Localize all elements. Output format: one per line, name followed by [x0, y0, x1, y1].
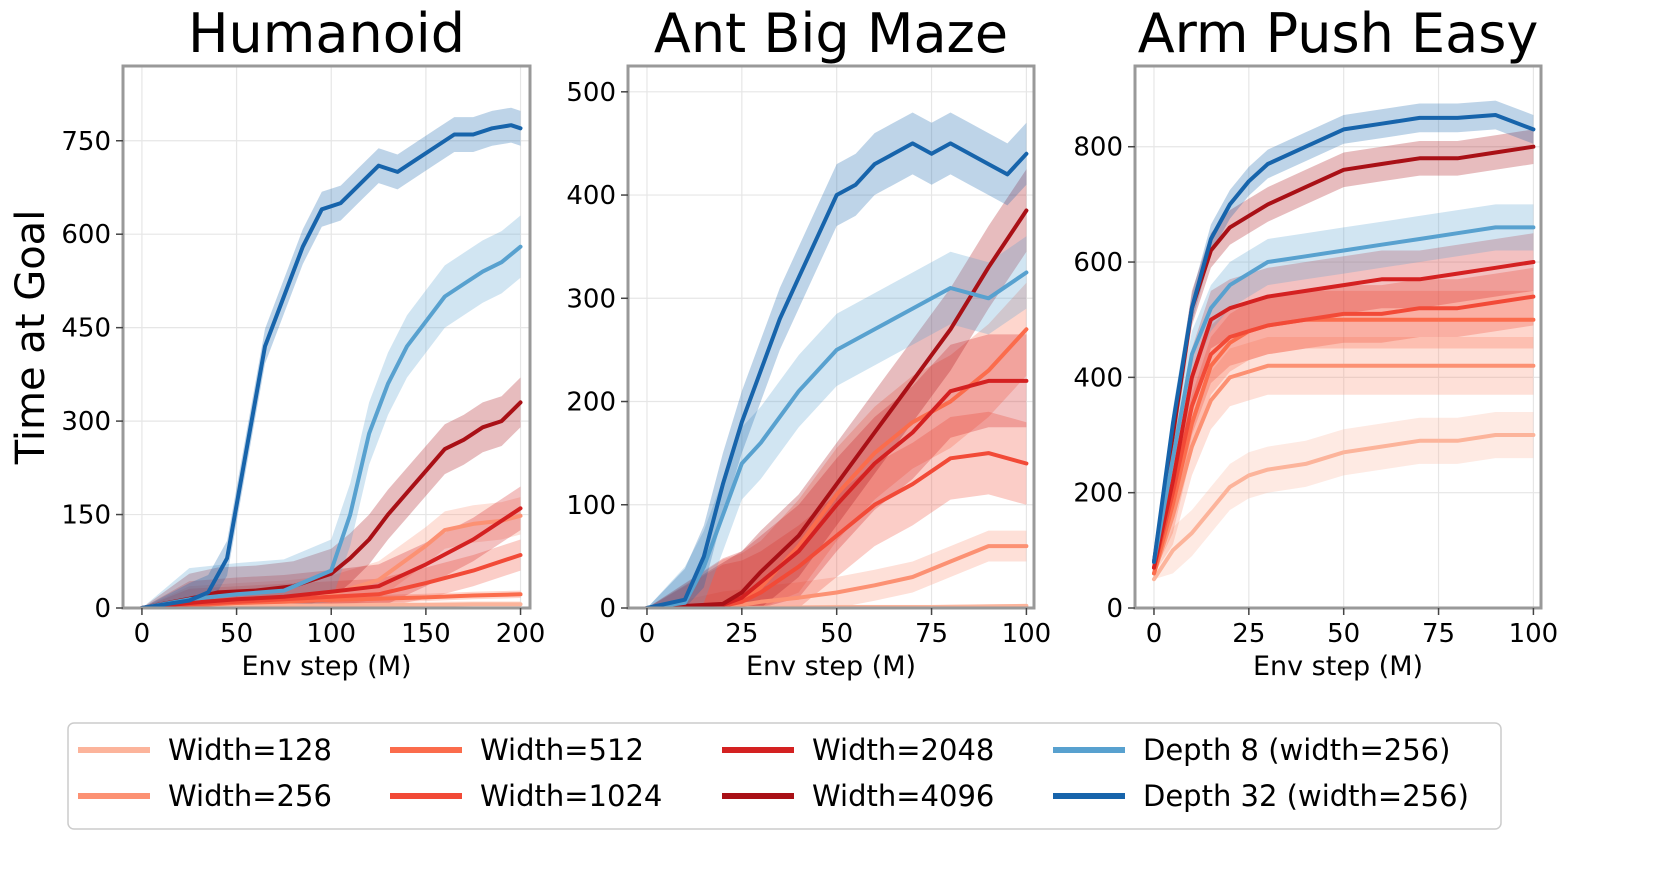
panel-humanoid: 0 50 100 150 200 0 150 300 450 600 750 Humanoid Env … [8, 2, 545, 682]
x-tick-label: 200 [496, 619, 546, 649]
chart-title: Humanoid [188, 2, 465, 65]
series-line-depth-32-width-256 [645, 141, 1029, 608]
y-tick-label: 500 [566, 78, 616, 108]
y-tick-label: 300 [61, 407, 111, 437]
x-tick-label: 75 [915, 619, 948, 649]
x-tick-label: 25 [1232, 619, 1265, 649]
series-line-width-2048 [1152, 260, 1536, 570]
band-width-2048 [647, 334, 1027, 608]
series-line-width-1024 [645, 451, 1029, 608]
x-tick-label: 100 [306, 619, 356, 649]
series-line-width-128 [1152, 433, 1536, 582]
chart-title: Ant Big Maze [654, 2, 1008, 65]
series-line-width-4096 [139, 400, 523, 608]
band-width-1024 [647, 411, 1027, 608]
y-tick-label: 0 [599, 594, 616, 624]
legend-label-depth-32-width-256: Depth 32 (width=256) [1143, 779, 1469, 813]
band-width-128 [1154, 412, 1534, 580]
series-line-width-2048 [645, 378, 1029, 608]
band-width-4096 [141, 377, 521, 608]
plot-frame [626, 64, 1036, 610]
y-tick-label: 750 [61, 127, 111, 157]
x-tick-label: 100 [1509, 619, 1559, 649]
y-tick-label: 100 [566, 491, 616, 521]
legend-label-width-512: Width=512 [480, 733, 644, 767]
band-width-256 [1154, 337, 1534, 574]
band-width-4096 [647, 169, 1027, 608]
series-line-depth-8-width-256 [1152, 225, 1536, 564]
chart-title: Arm Push Easy [1138, 2, 1539, 65]
x-axis-label: Env step (M) [746, 651, 916, 682]
y-tick-label: 300 [566, 284, 616, 314]
legend-label-width-128: Width=128 [168, 733, 332, 767]
series-line-width-256 [645, 544, 1029, 608]
series-line-width-1024 [1152, 294, 1536, 570]
y-tick-label: 200 [566, 388, 616, 418]
x-tick-label: 50 [220, 619, 253, 649]
legend-label-width-2048: Width=2048 [812, 733, 994, 767]
band-depth-8-width-256 [141, 215, 521, 608]
series-line-width-256 [1152, 363, 1536, 576]
x-axis-label: Env step (M) [1253, 651, 1423, 682]
y-tick-label: 800 [1073, 133, 1123, 163]
y-tick-label: 0 [94, 594, 111, 624]
plot-frame [1133, 64, 1543, 610]
legend-label-depth-8-width-256: Depth 8 (width=256) [1143, 733, 1450, 767]
series-line-width-2048 [139, 506, 523, 608]
plot-frame [121, 64, 532, 610]
x-tick-label: 100 [1002, 619, 1052, 649]
y-tick-label: 400 [1073, 363, 1123, 393]
x-tick-label: 150 [401, 619, 451, 649]
legend-label-width-4096: Width=4096 [812, 779, 994, 813]
legend-label-width-256: Width=256 [168, 779, 332, 813]
x-axis-label: Env step (M) [241, 651, 411, 682]
series-line-depth-32-width-256 [139, 123, 523, 608]
y-axis-label: Time at Goal [8, 210, 54, 466]
panel-ant-big-maze: 0 25 50 75 100 0 100 200 300 400 500 Ant Big Maze En… [566, 2, 1051, 682]
band-width-2048 [141, 486, 521, 608]
band-width-1024 [1154, 267, 1534, 568]
series-line-depth-32-width-256 [1152, 113, 1536, 564]
y-tick-label: 150 [61, 501, 111, 531]
x-tick-label: 0 [1146, 619, 1163, 649]
band-depth-8-width-256 [647, 236, 1027, 608]
band-width-2048 [1154, 233, 1534, 568]
y-tick-label: 600 [61, 220, 111, 250]
series-line-depth-8-width-256 [645, 270, 1029, 608]
panel-arm-push-easy: 0 25 50 75 100 0 200 400 600 800 Arm Push Easy Env … [1073, 2, 1558, 682]
x-tick-label: 75 [1422, 619, 1455, 649]
x-tick-label: 0 [639, 619, 656, 649]
x-tick-label: 0 [134, 619, 151, 649]
y-tick-label: 0 [1106, 594, 1123, 624]
y-tick-label: 450 [61, 314, 111, 344]
series-line-depth-8-width-256 [139, 244, 523, 608]
legend: Width=128 Width=256 Width=512 Width=1024 Wid… [67, 722, 1502, 830]
series-line-width-4096 [645, 208, 1029, 608]
band-width-256 [141, 497, 521, 608]
y-tick-label: 400 [566, 181, 616, 211]
y-tick-label: 200 [1073, 479, 1123, 509]
x-tick-label: 25 [725, 619, 758, 649]
x-tick-label: 50 [1327, 619, 1360, 649]
y-tick-label: 600 [1073, 248, 1123, 278]
band-depth-8-width-256 [1154, 204, 1534, 562]
band-width-512 [647, 282, 1027, 608]
legend-label-width-1024: Width=1024 [480, 779, 662, 813]
x-tick-label: 50 [820, 619, 853, 649]
